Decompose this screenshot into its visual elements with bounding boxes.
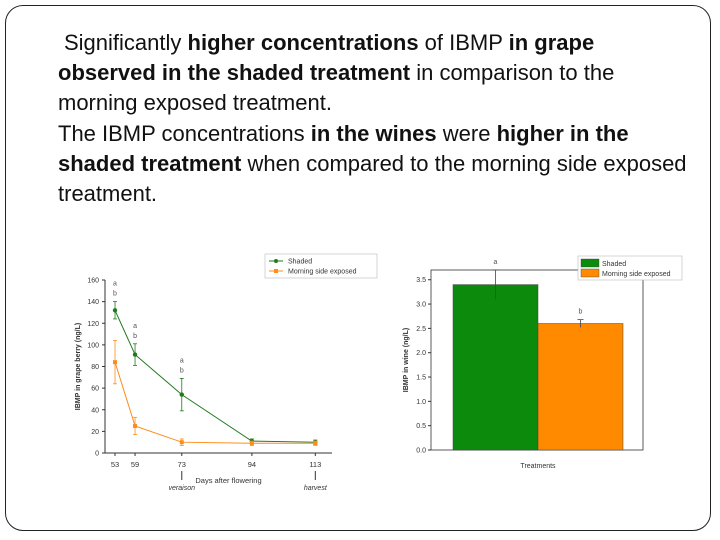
x-tick-label: 94: [248, 460, 256, 469]
legend-marker: [274, 259, 278, 263]
legend: Shaded Morning side exposed: [577, 255, 683, 281]
y-tick-label: 160: [87, 278, 99, 285]
p1-run-1: higher concentrations: [187, 30, 419, 55]
p1-run-2: of IBMP: [418, 30, 509, 55]
p2-run-3: higher in the shaded treatment: [58, 121, 629, 176]
bar-shaded_bar: [452, 284, 539, 451]
legend: Shaded Morning side exposed: [264, 253, 378, 279]
data-point-morning: [249, 441, 254, 446]
y-tick-label: 2.5: [416, 326, 426, 333]
y-tick-label: 40: [91, 407, 99, 414]
significance-letter: b: [113, 291, 117, 298]
legend-swatch: [580, 258, 600, 268]
legend-box: [264, 253, 378, 279]
data-point-morning: [179, 440, 184, 445]
x-tick-label: 53: [111, 460, 119, 469]
grape-ibmp-line-chart: 0 20 40 60 80 100 120 140 160 53 59 73 94 113 veraison…: [75, 253, 378, 492]
p1-run-3: in grape observed in the shaded treatmen…: [58, 30, 595, 85]
annotation-veraison: veraison: [169, 485, 196, 492]
y-tick-label: 60: [91, 386, 99, 393]
x-tick-label: 73: [178, 460, 186, 469]
legend-swatch: [580, 268, 600, 278]
series-line-shaded: [114, 310, 316, 443]
legend-label: Morning side exposed: [602, 271, 671, 278]
data-point-morning: [113, 360, 118, 365]
significance-letter: b: [180, 367, 184, 374]
slide-frame: [5, 5, 711, 531]
y-tick-label: 1.0: [416, 399, 426, 406]
p1-run-4: in comparison to the morning exposed tre…: [58, 60, 615, 115]
legend-marker: [274, 269, 278, 273]
y-axis-label: IBMP in grape berry (ng/L): [75, 323, 82, 410]
legend-label: Morning side exposed: [288, 269, 357, 276]
p2-run-4: when compared to the morning side expose…: [58, 151, 687, 206]
series-line-morning: [114, 362, 316, 444]
paragraph-wine: The IBMP concentrations in the wines wer…: [58, 119, 698, 209]
data-point-shaded: [179, 392, 184, 397]
x-tick-label: 113: [309, 460, 321, 469]
data-point-shaded: [112, 308, 118, 313]
bar-morning_bar: [537, 323, 624, 451]
x-axis-label: Days after flowering: [195, 476, 261, 485]
significance-letter: a: [180, 357, 184, 364]
y-tick-label: 2.0: [416, 350, 426, 357]
p2-run-0: The IBMP concentrations: [58, 121, 311, 146]
significance-letter: b: [133, 333, 137, 340]
slide-text: Significantly higher concentrations of I…: [58, 28, 698, 210]
legend-label: Shaded: [602, 261, 626, 268]
data-point-shaded: [132, 352, 138, 357]
p2-run-1: in the wines: [310, 121, 437, 146]
data-point-morning: [313, 441, 318, 446]
y-tick-label: 0.5: [416, 423, 426, 430]
y-tick-label: 3.5: [416, 277, 426, 284]
paragraph-grape: Significantly higher concentrations of I…: [58, 28, 698, 118]
significance-letter: a: [494, 259, 498, 266]
x-tick-label: 59: [131, 460, 139, 469]
y-tick-label: 140: [87, 299, 99, 306]
legend-label: Shaded: [288, 259, 312, 266]
annotation-harvest: harvest: [304, 485, 328, 492]
y-tick-label: 1.5: [416, 375, 426, 382]
p2-run-2: were: [436, 121, 497, 146]
y-tick-label: 80: [91, 364, 99, 371]
significance-letter: b: [579, 309, 583, 316]
y-axis-label: IBMP in wine (ng/L): [403, 328, 410, 392]
significance-letter: a: [113, 281, 117, 288]
y-tick-label: 0: [95, 451, 99, 458]
y-tick-label: 0.0: [416, 448, 426, 455]
y-tick-label: 120: [87, 321, 99, 328]
wine-ibmp-bar-chart: 0.0 0.5 1.0 1.5 2.0 2.5 3.0 3.5 IBMP in wine (ng…: [403, 255, 683, 470]
y-tick-label: 3.0: [416, 302, 426, 309]
significance-letter: a: [133, 323, 137, 330]
y-tick-label: 20: [91, 429, 99, 436]
y-tick-label: 100: [87, 342, 99, 349]
data-point-morning: [133, 423, 138, 428]
p1-run-0: Significantly: [64, 30, 188, 55]
x-axis-label: Treatments: [520, 463, 556, 470]
